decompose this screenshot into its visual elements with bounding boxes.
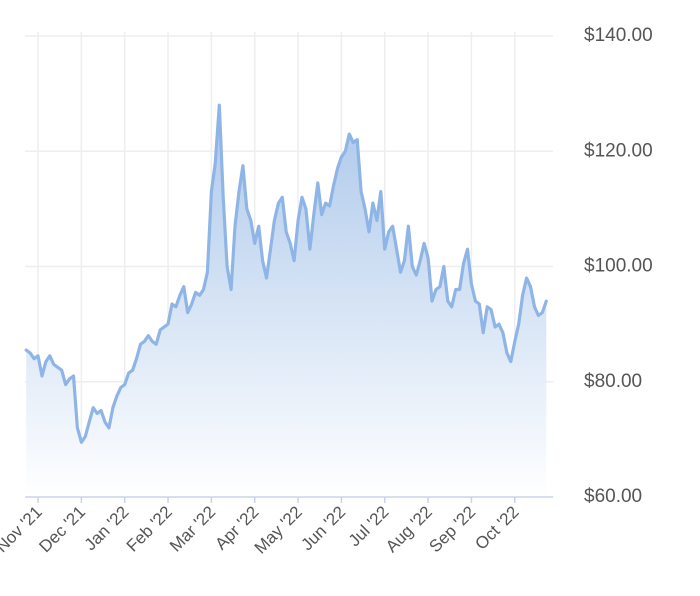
- y-tick-label: $140.00: [584, 25, 653, 46]
- x-tick-label: Feb '22: [123, 502, 176, 555]
- x-tick-label: Dec '21: [35, 502, 89, 556]
- y-tick-label: $100.00: [584, 256, 653, 277]
- y-tick-label: $60.00: [584, 486, 642, 507]
- x-tick-label: Aug '22: [382, 502, 436, 556]
- area: [26, 105, 547, 497]
- x-tick-label: Jan '22: [81, 502, 133, 554]
- x-tick-label: Mar '22: [166, 502, 219, 555]
- x-tick-label: Sep '22: [425, 502, 479, 556]
- y-tick-label: $80.00: [584, 371, 642, 392]
- x-tick-label: Jun '22: [297, 502, 349, 554]
- x-tick-label: May '22: [251, 502, 306, 557]
- price-line: [24, 103, 548, 444]
- y-tick-label: $120.00: [584, 140, 653, 161]
- x-tick-label: Nov '21: [0, 502, 46, 556]
- x-tick-label: Oct '22: [471, 502, 522, 553]
